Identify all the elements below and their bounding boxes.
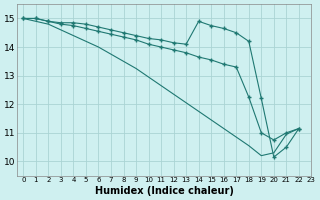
X-axis label: Humidex (Indice chaleur): Humidex (Indice chaleur) (95, 186, 234, 196)
